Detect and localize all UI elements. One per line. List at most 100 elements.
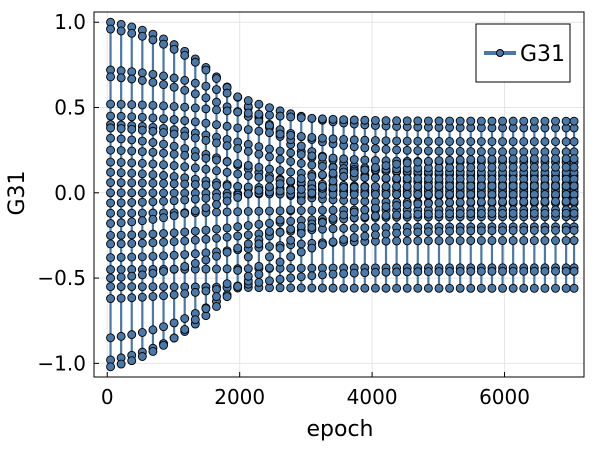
point-17-14 [254,219,264,229]
point-5-40 [529,137,539,147]
point-17-11 [222,223,232,233]
point-23-32 [445,267,455,276]
point-13-31 [434,190,444,199]
point-17-6 [169,228,179,238]
point-5-4 [148,113,158,123]
point-23-3 [137,292,147,302]
point-7-17 [286,156,296,166]
point-21-29 [413,209,423,219]
point-4-34 [466,116,476,126]
point-23-44 [569,266,579,276]
point-1-7 [180,50,190,60]
point-3-0 [106,72,116,82]
point-19-6 [169,250,179,260]
point-19-40 [529,236,539,246]
point-7-14 [254,149,264,159]
point-16-2 [127,217,137,227]
point-24-25 [370,230,380,240]
point-26-22 [339,172,349,181]
point-20-9 [201,264,211,274]
point-26-8 [190,315,200,325]
point-21-37 [498,208,508,218]
point-7-6 [169,129,179,139]
point-21-2 [127,271,137,281]
point-18-12 [233,231,243,241]
point-25-20 [317,218,327,227]
point-8-5 [159,139,168,149]
point-26-23 [349,168,359,178]
point-9-17 [286,167,296,177]
point-26-14 [254,239,264,249]
point-16-42 [551,162,560,172]
point-14-0 [106,198,116,208]
point-1-8 [190,57,200,67]
point-18-2 [127,239,137,248]
point-20-10 [212,264,221,274]
point-5-24 [360,135,370,145]
point-5-9 [201,118,211,128]
point-26-13 [243,252,253,262]
point-12-8 [190,180,200,189]
point-3-33 [455,146,465,156]
point-24-21 [328,237,338,247]
point-6-24 [360,155,370,165]
point-16-8 [190,206,200,216]
point-26-40 [529,154,539,164]
point-26-2 [127,356,137,366]
point-3-37 [498,147,508,157]
point-13-30 [423,190,433,199]
point-6-15 [265,144,274,154]
point-7-19 [307,160,317,170]
point-26-12 [233,265,243,275]
y-axis-label: G31 [5,170,30,215]
point-5-38 [508,137,518,147]
point-25-17 [286,235,296,245]
point-4-9 [201,104,211,114]
point-24-4 [148,325,158,335]
point-23-30 [423,267,433,277]
point-26-32 [445,155,455,165]
point-14-37 [498,181,508,191]
point-5-30 [423,136,433,146]
point-10-0 [106,157,116,167]
point-2-13 [243,96,253,106]
point-15-14 [254,206,264,216]
point-17-15 [265,218,274,228]
point-9-1 [116,146,126,155]
point-26-33 [455,155,465,165]
point-25-37 [498,197,508,207]
point-8-3 [137,136,147,146]
point-25-21 [328,213,338,223]
point-21-43 [561,208,571,218]
point-4-24 [360,115,370,125]
point-5-23 [349,135,359,145]
point-4-6 [169,102,179,111]
point-22-23 [349,283,359,293]
point-26-1 [116,359,126,369]
point-19-35 [476,236,486,246]
point-2-7 [180,75,190,85]
point-21-16 [275,227,285,237]
point-3-1 [116,73,126,83]
point-7-3 [137,125,147,135]
point-9-27 [392,173,402,183]
point-13-28 [402,190,412,199]
point-7-2 [127,124,137,134]
point-10-10 [212,166,221,176]
point-3-3 [137,76,147,85]
point-22-31 [434,283,444,293]
point-7-18 [296,158,306,168]
point-23-24 [360,268,370,278]
point-4-3 [137,100,147,110]
point-16-15 [265,182,274,192]
point-7-8 [190,133,200,143]
point-16-20 [317,170,327,180]
point-24-20 [317,240,327,250]
point-8-1 [116,134,126,144]
point-10-11 [222,167,232,177]
point-16-4 [148,214,158,224]
point-22-27 [392,283,402,293]
point-4-19 [307,113,317,123]
point-4-12 [233,107,243,117]
point-22-40 [529,283,539,293]
